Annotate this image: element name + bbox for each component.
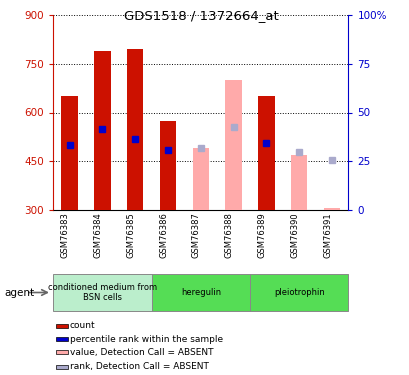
Text: conditioned medium from
BSN cells: conditioned medium from BSN cells — [48, 283, 157, 302]
Text: GSM76390: GSM76390 — [290, 212, 299, 258]
Bar — [56, 350, 67, 354]
Bar — [127, 49, 143, 210]
Text: percentile rank within the sample: percentile rank within the sample — [70, 334, 222, 344]
Bar — [160, 121, 176, 210]
Text: count: count — [70, 321, 95, 330]
Text: pleiotrophin: pleiotrophin — [273, 288, 324, 297]
Text: agent: agent — [4, 288, 34, 297]
Text: GSM76389: GSM76389 — [257, 212, 266, 258]
Text: GSM76385: GSM76385 — [126, 212, 135, 258]
Bar — [290, 155, 307, 210]
Text: rank, Detection Call = ABSENT: rank, Detection Call = ABSENT — [70, 362, 208, 371]
Text: value, Detection Call = ABSENT: value, Detection Call = ABSENT — [70, 348, 213, 357]
Bar — [192, 148, 209, 210]
Bar — [323, 209, 339, 210]
Text: GDS1518 / 1372664_at: GDS1518 / 1372664_at — [123, 9, 278, 22]
Text: GSM76386: GSM76386 — [159, 212, 168, 258]
FancyBboxPatch shape — [249, 274, 348, 311]
Text: GSM76391: GSM76391 — [322, 212, 331, 258]
Bar — [56, 324, 67, 328]
Bar — [56, 337, 67, 341]
Text: GSM76387: GSM76387 — [191, 212, 200, 258]
Bar — [225, 80, 241, 210]
FancyBboxPatch shape — [151, 274, 249, 311]
Bar — [61, 96, 78, 210]
Bar — [94, 51, 110, 210]
Bar — [56, 364, 67, 369]
FancyBboxPatch shape — [53, 274, 151, 311]
Bar — [258, 96, 274, 210]
Text: heregulin: heregulin — [180, 288, 220, 297]
Text: GSM76383: GSM76383 — [61, 212, 70, 258]
Text: GSM76384: GSM76384 — [93, 212, 102, 258]
Text: GSM76388: GSM76388 — [224, 212, 233, 258]
